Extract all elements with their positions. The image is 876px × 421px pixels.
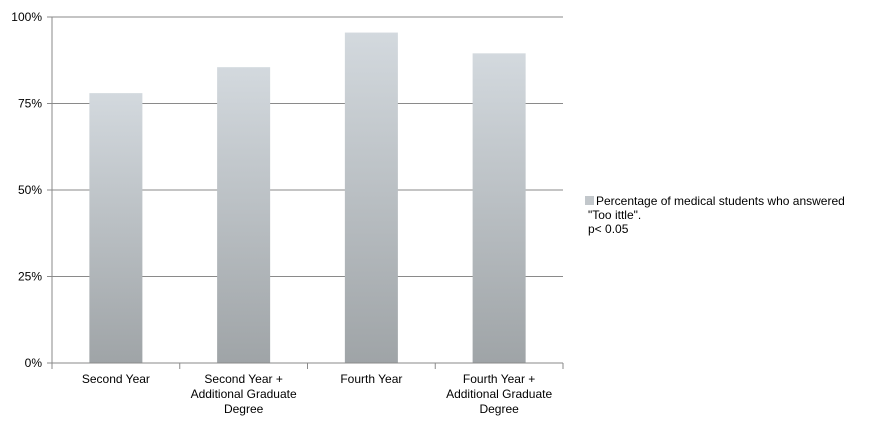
x-category-label: Second Year + Additional Graduate Degree (191, 372, 297, 416)
bar (89, 93, 143, 364)
legend-swatch (585, 196, 594, 205)
legend: Percentage of medical students who answe… (585, 194, 845, 236)
y-tick-labels: 0% 25% 50% 75% 100% (11, 10, 42, 370)
bar (472, 53, 526, 364)
bars (89, 32, 526, 364)
y-tick-label: 100% (11, 10, 42, 24)
x-category-label: Fourth Year + Additional Graduate Degree (446, 372, 552, 416)
y-tick-label: 0% (25, 356, 43, 370)
bar (217, 67, 271, 364)
x-category-labels: Second Year Second Year + Additional Gradu… (82, 372, 553, 416)
x-category-label: Fourth Year (340, 372, 402, 386)
x-category-label: Second Year (82, 372, 150, 386)
y-tick-label: 25% (18, 270, 42, 284)
axes (47, 16, 564, 369)
y-tick-label: 75% (18, 97, 42, 111)
y-tick-label: 50% (18, 183, 42, 197)
bar (344, 32, 398, 363)
legend-label: Percentage of medical students who answe… (588, 194, 845, 236)
